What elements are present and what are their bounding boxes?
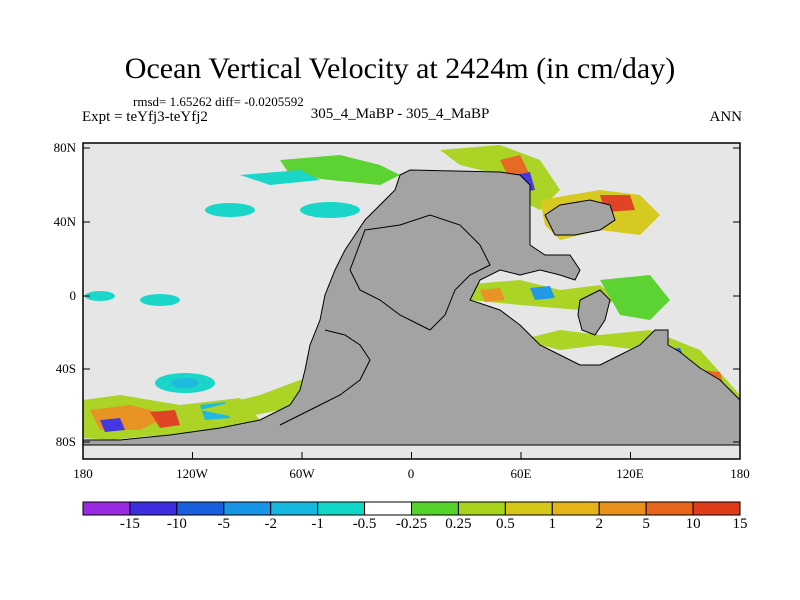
- colorbar-label: -0.25: [395, 516, 428, 532]
- colorbar-label: -2: [264, 516, 277, 532]
- season-label: ANN: [709, 109, 743, 125]
- colorbar-label: -5: [217, 516, 231, 532]
- case-names: 305_4_MaBP - 305_4_MaBP: [310, 106, 490, 122]
- colorbar-box: [551, 501, 600, 516]
- lat-label: 0: [69, 288, 77, 303]
- lat-label: 80N: [53, 140, 76, 155]
- colorbar-label: 5: [642, 516, 650, 532]
- stats-label: rmsd= 1.65262 diff= -0.0205592: [133, 94, 304, 109]
- lon-label: 0: [407, 466, 415, 481]
- colorbar-label: 15: [732, 516, 748, 532]
- lon-label: 60W: [289, 466, 315, 481]
- lat-label: 40S: [55, 361, 76, 376]
- colorbar-box: [223, 501, 272, 516]
- axis-ticks: [82, 147, 741, 459]
- colorbar-label: -0.5: [352, 516, 377, 532]
- lon-label: 180: [73, 466, 93, 481]
- colorbar-label: -1: [311, 516, 324, 532]
- colorbar: [82, 501, 741, 516]
- colorbar-box: [129, 501, 178, 516]
- colorbar-label: 0.25: [445, 516, 472, 532]
- colorbar-label: -15: [119, 516, 140, 532]
- lon-label: 60E: [510, 466, 532, 481]
- colorbar-box: [317, 501, 366, 516]
- colorbar-box: [598, 501, 647, 516]
- colorbar-box: [364, 501, 413, 516]
- colorbar-box: [645, 501, 694, 516]
- colorbar-label: 0.5: [495, 516, 515, 532]
- lon-label: 120E: [616, 466, 644, 481]
- boundary-lines: [83, 214, 740, 446]
- colorbar-label: 10: [685, 516, 701, 532]
- lon-label: 120W: [176, 466, 208, 481]
- colorbar-label: 1: [548, 516, 557, 532]
- lat-label: 40N: [53, 214, 76, 229]
- colorbar-box: [692, 501, 741, 516]
- colorbar-label: 2: [595, 516, 603, 532]
- land-masses: [82, 169, 741, 446]
- lat-label: 80S: [55, 434, 76, 449]
- colorbar-box: [457, 501, 506, 516]
- colorbar-box: [176, 501, 225, 516]
- colorbar-box: [411, 501, 459, 516]
- chart-title: Ocean Vertical Velocity at 2424m (in cm/…: [124, 52, 676, 85]
- experiment-label: Expt = teYfj3-teYfj2: [82, 109, 208, 125]
- colorbar-label: -10: [166, 516, 187, 532]
- lon-label: 180: [730, 466, 750, 481]
- colorbar-box: [504, 501, 553, 516]
- colorbar-box: [82, 501, 131, 516]
- colorbar-box: [270, 501, 319, 516]
